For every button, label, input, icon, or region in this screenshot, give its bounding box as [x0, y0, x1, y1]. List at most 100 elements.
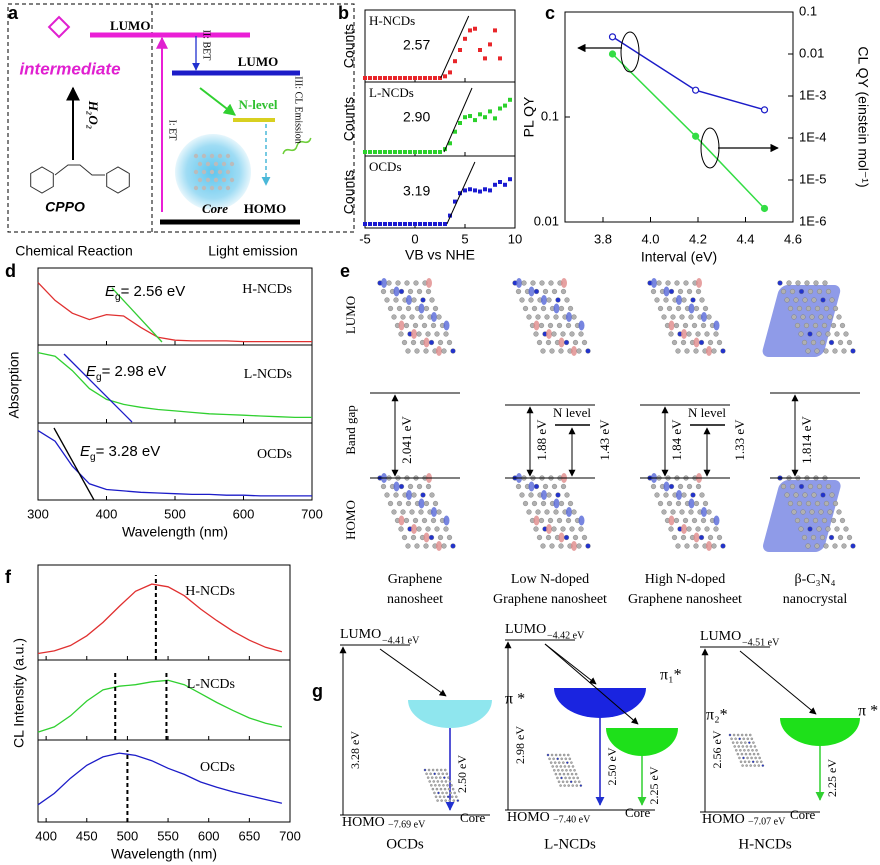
- emission-label: 2.50 eV: [455, 755, 469, 793]
- x-tick-label: 600: [233, 506, 255, 521]
- level-label: LUMO: [340, 627, 381, 642]
- atom: [780, 483, 787, 490]
- transfer-arrow: [739, 650, 817, 715]
- atom: [193, 153, 199, 159]
- data-point: [448, 70, 452, 75]
- molecule-structure: [423, 768, 460, 802]
- atom: [540, 543, 546, 549]
- atom: [423, 768, 427, 772]
- atom: [690, 492, 696, 498]
- atom: [446, 795, 450, 799]
- atom: [553, 509, 559, 515]
- atom: [431, 768, 435, 772]
- atom: [811, 297, 817, 303]
- atom: [528, 297, 534, 303]
- data-point: [488, 42, 492, 47]
- atom: [733, 745, 737, 748]
- x-tick-label: 4.0: [641, 231, 659, 246]
- atom: [832, 543, 838, 549]
- spectrum-line: [37, 430, 312, 497]
- atom: [401, 339, 408, 346]
- atom: [663, 297, 669, 303]
- data-point: [433, 76, 437, 80]
- level-label: HOMO: [507, 810, 550, 825]
- atom: [401, 534, 408, 541]
- atom: [225, 153, 231, 159]
- orbital-lobe: [431, 507, 437, 517]
- atom: [670, 509, 676, 515]
- atom: [438, 795, 442, 799]
- atom: [787, 500, 794, 507]
- atom: [430, 776, 434, 779]
- atom: [556, 757, 559, 761]
- atom: [450, 543, 456, 549]
- atom: [387, 305, 394, 312]
- data-point: [388, 150, 392, 154]
- atom: [802, 297, 808, 303]
- gap-symbol: E: [105, 283, 116, 300]
- atom: [416, 483, 423, 490]
- atom: [805, 305, 812, 312]
- x-tick-label: 500: [117, 828, 139, 843]
- atom: [665, 280, 671, 286]
- atom: [798, 331, 804, 337]
- orbital-lobe: [561, 278, 567, 288]
- atom: [562, 772, 566, 776]
- atom: [213, 177, 219, 183]
- atom: [429, 492, 435, 498]
- row-label: Band gap: [343, 405, 358, 454]
- atom: [784, 492, 790, 498]
- level-label: LUMO: [505, 622, 546, 637]
- atom: [563, 339, 570, 346]
- data-point: [453, 129, 457, 134]
- atom: [810, 534, 817, 541]
- atom: [550, 753, 554, 757]
- atom: [743, 760, 747, 764]
- data-point: [508, 97, 512, 102]
- level-label: HOMO: [244, 201, 287, 216]
- y2-tick-label: 1E-3: [799, 87, 826, 102]
- atom: [795, 280, 801, 286]
- atom: [830, 517, 837, 524]
- atom: [563, 534, 570, 541]
- atom: [650, 483, 657, 490]
- atom: [217, 169, 223, 175]
- orbital-lobe: [713, 515, 720, 526]
- x-tick-label: 4.4: [736, 231, 754, 246]
- x-axis-title: VB vs NHE: [405, 247, 475, 263]
- atom: [441, 543, 447, 549]
- reagent-label: CPPO: [45, 199, 85, 215]
- atom: [850, 543, 856, 549]
- atom: [551, 483, 558, 490]
- atom: [551, 288, 558, 295]
- atom: [391, 314, 397, 320]
- atom: [560, 331, 566, 337]
- core-label: Core: [790, 807, 816, 822]
- atom: [565, 769, 568, 772]
- atom: [410, 339, 417, 346]
- atom: [443, 526, 449, 532]
- caption: Chemical Reaction: [15, 243, 133, 259]
- atom: [450, 348, 456, 354]
- atom: [568, 776, 571, 780]
- atom: [566, 772, 570, 776]
- atom: [436, 509, 442, 515]
- atom: [430, 784, 433, 787]
- data-point: [433, 150, 437, 154]
- x-axis-title: Interval (eV): [641, 249, 717, 265]
- atom: [677, 288, 684, 295]
- atom: [558, 348, 564, 354]
- atom: [551, 765, 555, 768]
- molecule-ring: [47, 15, 71, 39]
- atom: [706, 314, 712, 320]
- atom: [456, 799, 460, 802]
- atom: [432, 305, 439, 312]
- atom: [814, 348, 820, 354]
- atom: [225, 169, 231, 175]
- level-label: HOMO: [702, 812, 745, 827]
- atom: [535, 509, 541, 515]
- atom: [559, 765, 563, 768]
- data-point: [468, 187, 472, 192]
- data-point: [473, 118, 477, 123]
